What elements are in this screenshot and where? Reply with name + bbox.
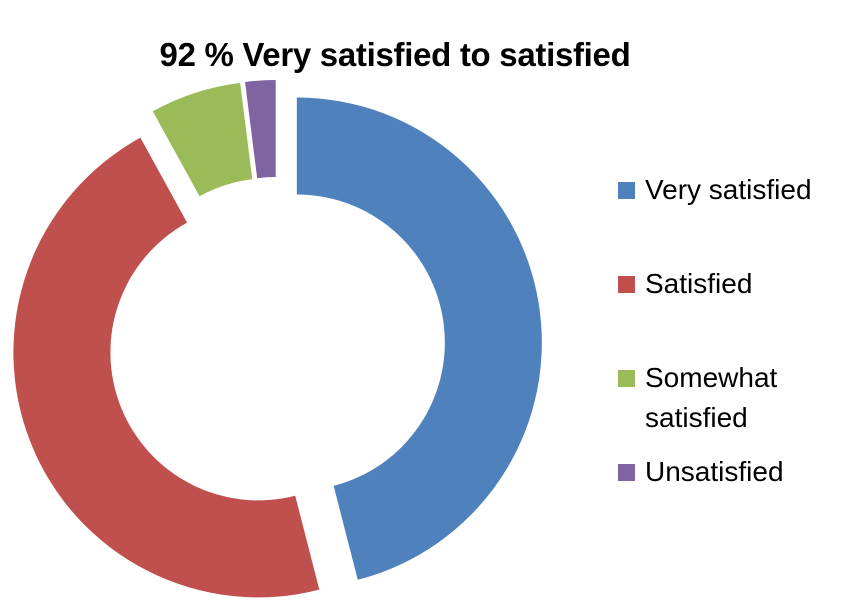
donut-slice-somewhat-satisfied	[152, 82, 253, 197]
legend-item-very-satisfied: Very satisfied	[618, 170, 845, 210]
legend-swatch	[618, 370, 635, 387]
legend-swatch	[618, 464, 635, 481]
legend-item-satisfied: Satisfied	[618, 264, 845, 304]
donut-slice-satisfied	[13, 137, 320, 598]
legend-label: Somewhat satisfied	[645, 362, 778, 433]
legend-label: Satisfied	[645, 268, 753, 299]
legend-item-somewhat-satisfied: Somewhat satisfied	[618, 358, 845, 438]
chart-title: 92 % Very satisfied to satisfied	[159, 36, 631, 73]
donut-slice-unsatisfied	[245, 80, 276, 179]
legend-item-unsatisfied: Unsatisfied	[618, 452, 845, 492]
legend-label: Unsatisfied	[645, 456, 784, 487]
legend-swatch	[618, 276, 635, 293]
legend-swatch	[618, 182, 635, 199]
legend-label: Very satisfied	[645, 174, 812, 205]
donut-slice-very-satisfied	[296, 97, 542, 580]
